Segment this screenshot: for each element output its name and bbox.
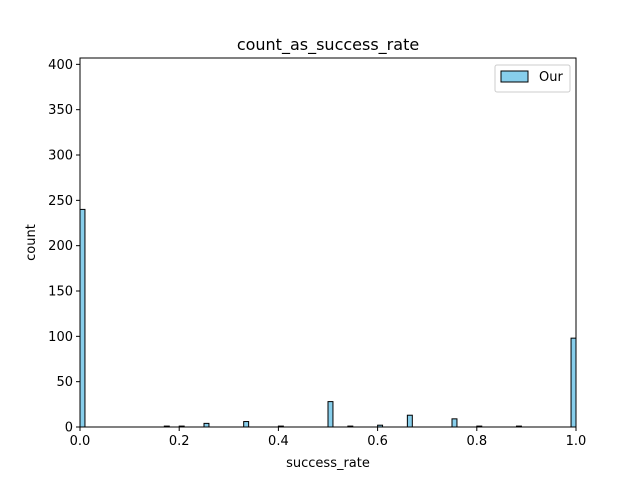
chart-title: count_as_success_rate [237, 35, 419, 55]
histogram-bar [451, 418, 458, 428]
x-axis: 0.0 0.2 0.4 0.6 0.8 1.0 [70, 427, 587, 449]
legend: Our [494, 64, 571, 93]
y-tick-label: 350 [48, 103, 73, 118]
y-tick-label: 400 [48, 58, 73, 73]
histogram-bar [570, 337, 577, 428]
legend-swatch [500, 70, 529, 83]
x-tick-label: 0.0 [70, 434, 91, 449]
x-tick-label: 0.8 [466, 434, 487, 449]
y-tick-label: 0 [65, 421, 73, 436]
x-tick-label: 0.6 [367, 434, 388, 449]
y-tick-label: 300 [48, 149, 73, 164]
legend-label-our: Our [539, 70, 563, 85]
y-tick-label: 100 [48, 330, 73, 345]
y-tick-label: 150 [48, 285, 73, 300]
y-axis-label: count [24, 224, 39, 261]
x-tick-label: 1.0 [566, 434, 587, 449]
x-axis-label: success_rate [286, 456, 370, 471]
x-tick-label: 0.4 [268, 434, 289, 449]
y-tick-label: 250 [48, 194, 73, 209]
histogram-bar [406, 414, 413, 428]
histogram-bar [79, 208, 86, 428]
x-tick-label: 0.2 [169, 434, 190, 449]
histogram-bar [243, 421, 250, 428]
y-tick-label: 200 [48, 239, 73, 254]
histogram-bar [327, 401, 334, 428]
plot-frame [79, 57, 577, 428]
y-tick-label: 50 [56, 375, 73, 390]
y-axis: 0 50 100 150 200 250 300 350 400 [48, 58, 80, 436]
histogram-bar [203, 422, 210, 428]
bars-group [79, 208, 577, 428]
